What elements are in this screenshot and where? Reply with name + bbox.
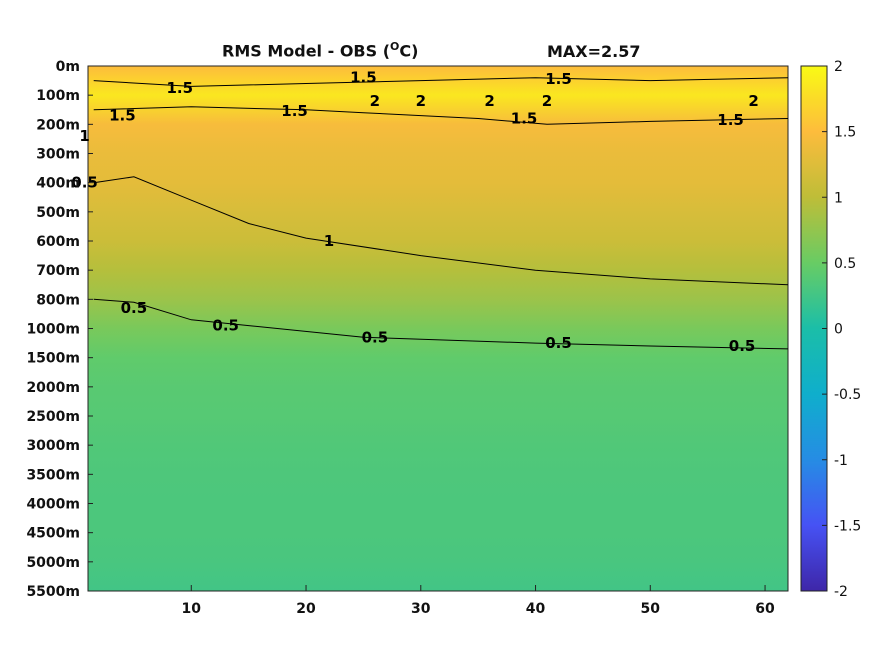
contour-line-1-5 (93, 77, 789, 87)
contour-label: 1.5 (281, 102, 308, 120)
y-tick-label: 5500m (26, 584, 80, 600)
contour-label: 1 (79, 127, 89, 145)
y-tick-label: 0m (56, 59, 80, 75)
unit-letter: C (399, 41, 412, 61)
contour-label: 0.5 (362, 328, 389, 346)
colorbar-tick-label: -1 (834, 453, 848, 469)
x-tick-label: 60 (755, 601, 775, 617)
contour-label: 1.5 (545, 70, 572, 88)
contour-label: 1 (324, 232, 334, 250)
y-tick-label: 300m (36, 147, 80, 163)
y-tick-label: 4000m (26, 497, 80, 513)
contour-label: 2 (542, 92, 552, 110)
y-axis: 0m 100m 200m 300m 400m 500m 600m 700m 800m 1000m 1… (26, 59, 93, 600)
plot-area (87, 65, 789, 592)
y-tick-label: 5000m (26, 555, 80, 571)
colorbar-tick-label: -0.5 (834, 387, 861, 403)
contour-label: 2 (370, 92, 380, 110)
colorbar-tick-label: 1.5 (834, 125, 856, 141)
chart-max-label: MAX=2.57 (547, 42, 641, 61)
colorbar-tick-label: 2 (834, 59, 843, 75)
contour-label: 2 (484, 92, 494, 110)
y-tick-label: 200m (36, 117, 80, 133)
contour-label: 1.5 (109, 107, 136, 125)
y-tick-label: 600m (36, 234, 80, 250)
colorbar-tick-label: -1.5 (834, 518, 861, 534)
chart-title: RMS Model - OBS (OC) (222, 40, 419, 61)
contour-label: 0.5 (729, 337, 756, 355)
contour-label: 0.5 (121, 299, 148, 317)
x-tick-label: 50 (641, 601, 661, 617)
y-tick-label: 2500m (26, 409, 80, 425)
x-tick-label: 30 (411, 601, 431, 617)
y-tick-label: 1000m (26, 322, 80, 338)
chart-title-text: RMS Model - OBS (222, 41, 378, 61)
y-tick-label: 3000m (26, 438, 80, 454)
x-tick-label: 10 (182, 601, 202, 617)
contour-line-1-5 (93, 106, 789, 125)
x-axis: 10 20 30 40 50 60 (182, 585, 775, 617)
y-tick-label: 500m (36, 205, 80, 221)
degree-symbol: O (390, 40, 400, 53)
y-tick-label: 1500m (26, 351, 80, 367)
contour-line-0-5 (93, 298, 789, 350)
contour-label: 2 (748, 92, 758, 110)
colorbar-tick-label: 0 (834, 322, 843, 338)
contour-label: 1.5 (167, 79, 194, 97)
contour-label: 0.5 (545, 334, 572, 352)
y-tick-label: 700m (36, 263, 80, 279)
contour-layer (93, 77, 789, 350)
contour-label: 0.5 (71, 174, 98, 192)
colorbar-tick-label: -2 (834, 584, 848, 600)
contour-label: 1.5 (511, 110, 538, 128)
contour-label: 1.5 (717, 111, 744, 129)
heatmap-field (88, 66, 788, 591)
colorbar: 2 1.5 1 0.5 0 -0.5 -1 -1.5 -2 (800, 59, 861, 600)
contour-labels: 1.51.5 1.52 2 2 2 21.5 1.5 1.5 1.510.510.50.50.5… (71, 69, 759, 355)
y-tick-label: 100m (36, 88, 80, 104)
x-tick-label: 40 (526, 601, 546, 617)
x-tick-label: 20 (296, 601, 316, 617)
y-tick-label: 800m (36, 292, 80, 308)
y-tick-label: 2000m (26, 380, 80, 396)
contour-label: 1.5 (350, 69, 377, 87)
y-tick-label: 400m (36, 176, 80, 192)
colorbar-tick-label: 1 (834, 190, 843, 206)
y-tick-label: 3500m (26, 467, 80, 483)
colorbar-tick-label: 0.5 (834, 256, 856, 272)
contour-label: 0.5 (212, 317, 239, 335)
y-tick-label: 4500m (26, 526, 80, 542)
contour-line-1 (93, 176, 789, 286)
contour-label: 2 (416, 92, 426, 110)
